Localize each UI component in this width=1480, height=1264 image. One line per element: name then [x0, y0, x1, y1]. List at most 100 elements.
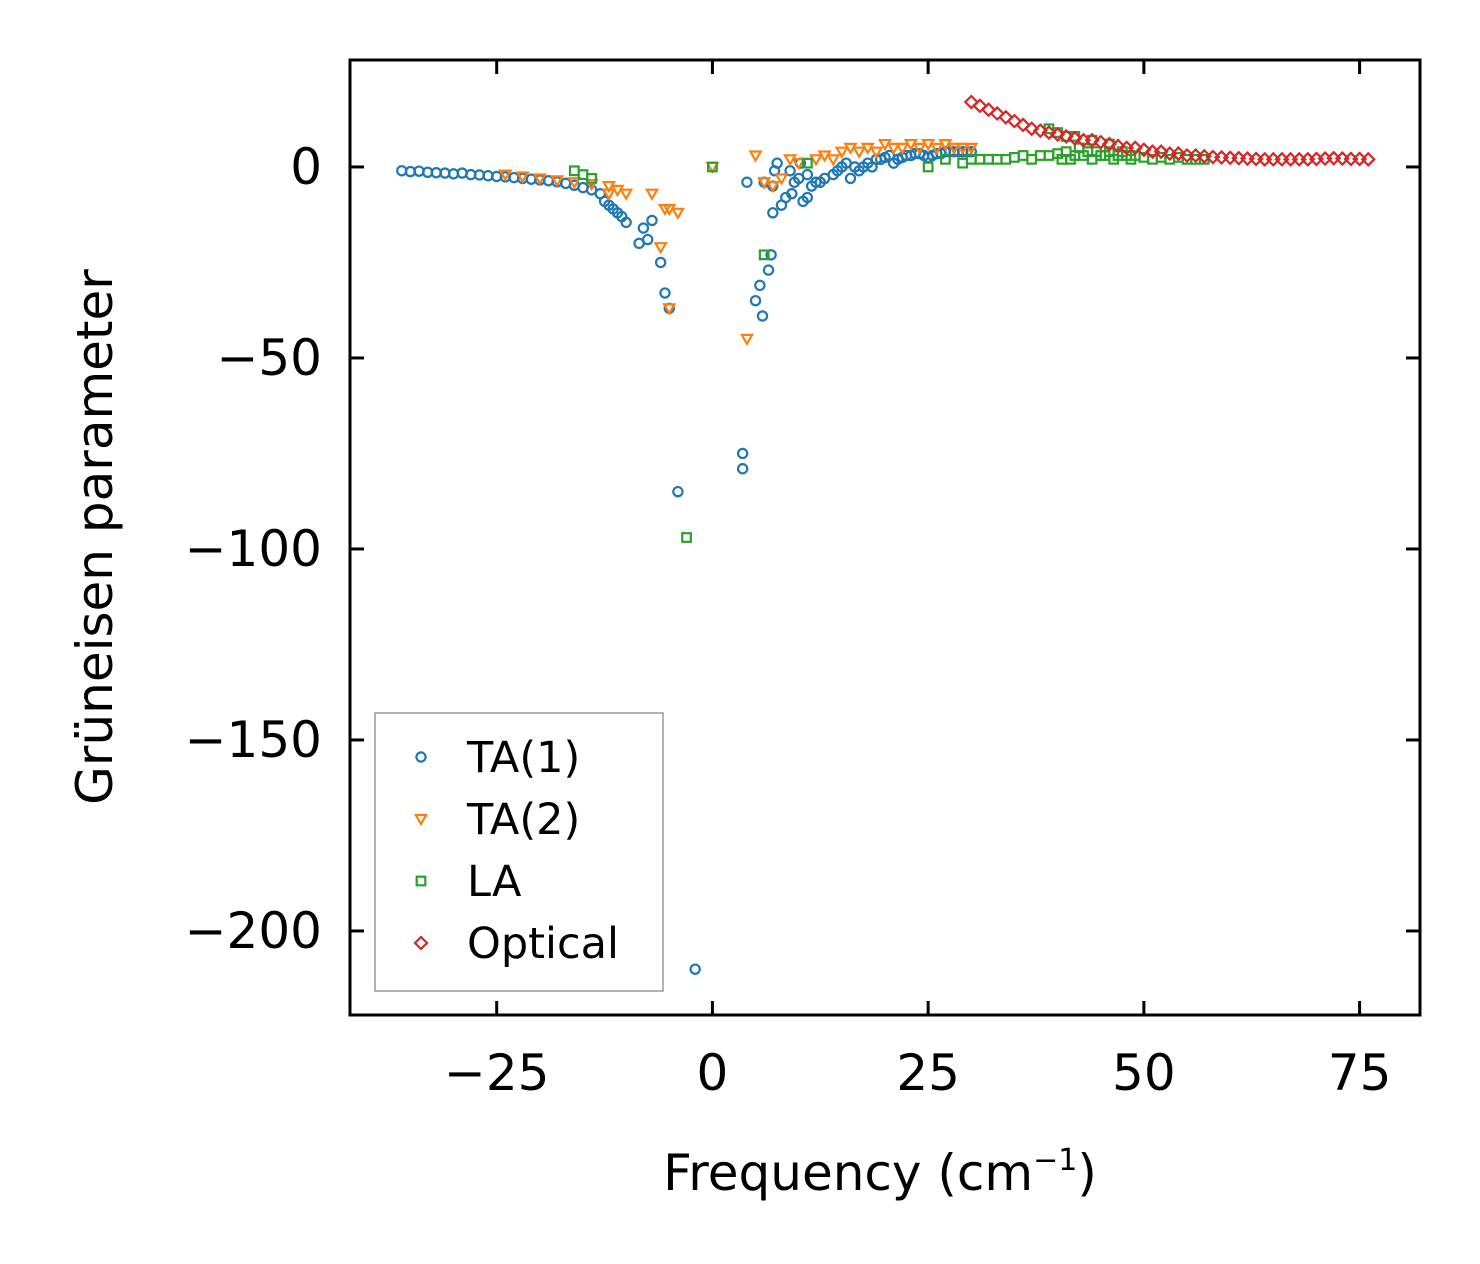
data-point [1041, 125, 1057, 141]
data-point [989, 105, 1005, 122]
data-point [834, 146, 849, 159]
data-point [754, 279, 766, 292]
data-point [1050, 126, 1066, 143]
data-point [620, 216, 632, 229]
y-tick-label: −100 [185, 520, 322, 578]
y-tick-label: −150 [185, 711, 322, 769]
data-point [1136, 142, 1152, 158]
plot-frame [348, 58, 1422, 1017]
data-point [1006, 113, 1022, 129]
data-point [659, 287, 671, 299]
data-point [653, 242, 668, 255]
legend-marker-optical [413, 935, 429, 951]
x-tick-label: 0 [697, 1044, 729, 1102]
data-point [1360, 151, 1376, 167]
data-point [654, 256, 667, 269]
data-point [741, 176, 753, 188]
data-point [749, 294, 762, 307]
data-point [922, 161, 934, 173]
data-point [1110, 138, 1126, 154]
legend: TA(1) TA(2) LA Optical [374, 712, 664, 992]
x-axis-title: Frequency (cm−1) [663, 1143, 1097, 1202]
data-point [707, 161, 718, 173]
data-point [1127, 140, 1143, 156]
data-point [1153, 144, 1169, 160]
x-tick-label: 50 [1112, 1044, 1176, 1102]
data-point [646, 214, 658, 227]
data-point [736, 463, 749, 475]
legend-box [374, 712, 664, 992]
data-point [1170, 146, 1186, 162]
series-ta-2- [498, 138, 979, 347]
y-tick-label: 0 [290, 138, 322, 196]
x-tick-label: −25 [444, 1044, 550, 1102]
data-point [955, 142, 970, 156]
data-point [689, 963, 701, 975]
data-point [940, 153, 951, 165]
data-point [619, 188, 634, 201]
data-point [801, 191, 814, 204]
data-point [774, 173, 789, 186]
legend-label-ta1: TA(1) [466, 733, 580, 783]
data-point [681, 532, 692, 543]
data-point [1032, 123, 1048, 139]
data-point [498, 169, 513, 182]
data-point [584, 179, 599, 192]
data-point [736, 447, 749, 460]
data-point [765, 249, 777, 261]
data-point [762, 264, 775, 276]
data-point [946, 142, 962, 156]
data-point [852, 146, 867, 159]
y-tick-label: −50 [216, 329, 322, 387]
legend-label-la: LA [467, 857, 522, 907]
data-point [1084, 132, 1100, 148]
data-point [765, 180, 780, 194]
data-point [642, 233, 654, 246]
y-tick-label: −200 [185, 902, 322, 960]
data-point [791, 158, 806, 171]
data-point [644, 188, 660, 201]
data-point [767, 207, 779, 219]
data-point [672, 485, 684, 498]
data-point [786, 187, 798, 200]
data-point [965, 145, 977, 158]
data-point [801, 157, 813, 169]
data-point [1101, 136, 1117, 152]
legend-marker-ta-2- [413, 813, 429, 827]
data-point [748, 150, 763, 163]
data-point [963, 94, 979, 110]
data-point [826, 154, 841, 167]
data-point [586, 173, 598, 184]
data-point [886, 142, 901, 156]
data-point [869, 146, 884, 159]
data-point [670, 207, 686, 220]
data-point [1024, 121, 1040, 137]
data-point [1093, 134, 1109, 150]
data-point [895, 142, 910, 156]
data-point [929, 142, 944, 156]
data-point [567, 177, 582, 190]
data-point [844, 172, 857, 185]
data-point [637, 222, 650, 234]
data-point [980, 102, 997, 118]
data-point [1067, 130, 1083, 146]
data-point [801, 168, 814, 181]
data-point [758, 249, 770, 261]
data-point [808, 154, 824, 167]
data-point [912, 142, 927, 156]
data-point [1015, 117, 1031, 133]
data-point [601, 188, 616, 201]
y-axis-title: Grüneisen parameter [66, 269, 124, 805]
data-point [515, 171, 530, 184]
data-point [739, 333, 755, 347]
series-optical [963, 94, 1376, 167]
data-points [396, 94, 1376, 975]
data-point [756, 310, 769, 322]
data-point [1058, 128, 1074, 144]
legend-label-ta2: TA(2) [466, 795, 580, 845]
x-tick-label: 75 [1328, 1044, 1392, 1102]
data-point [532, 173, 547, 186]
data-point [771, 157, 783, 169]
data-point [972, 98, 988, 114]
